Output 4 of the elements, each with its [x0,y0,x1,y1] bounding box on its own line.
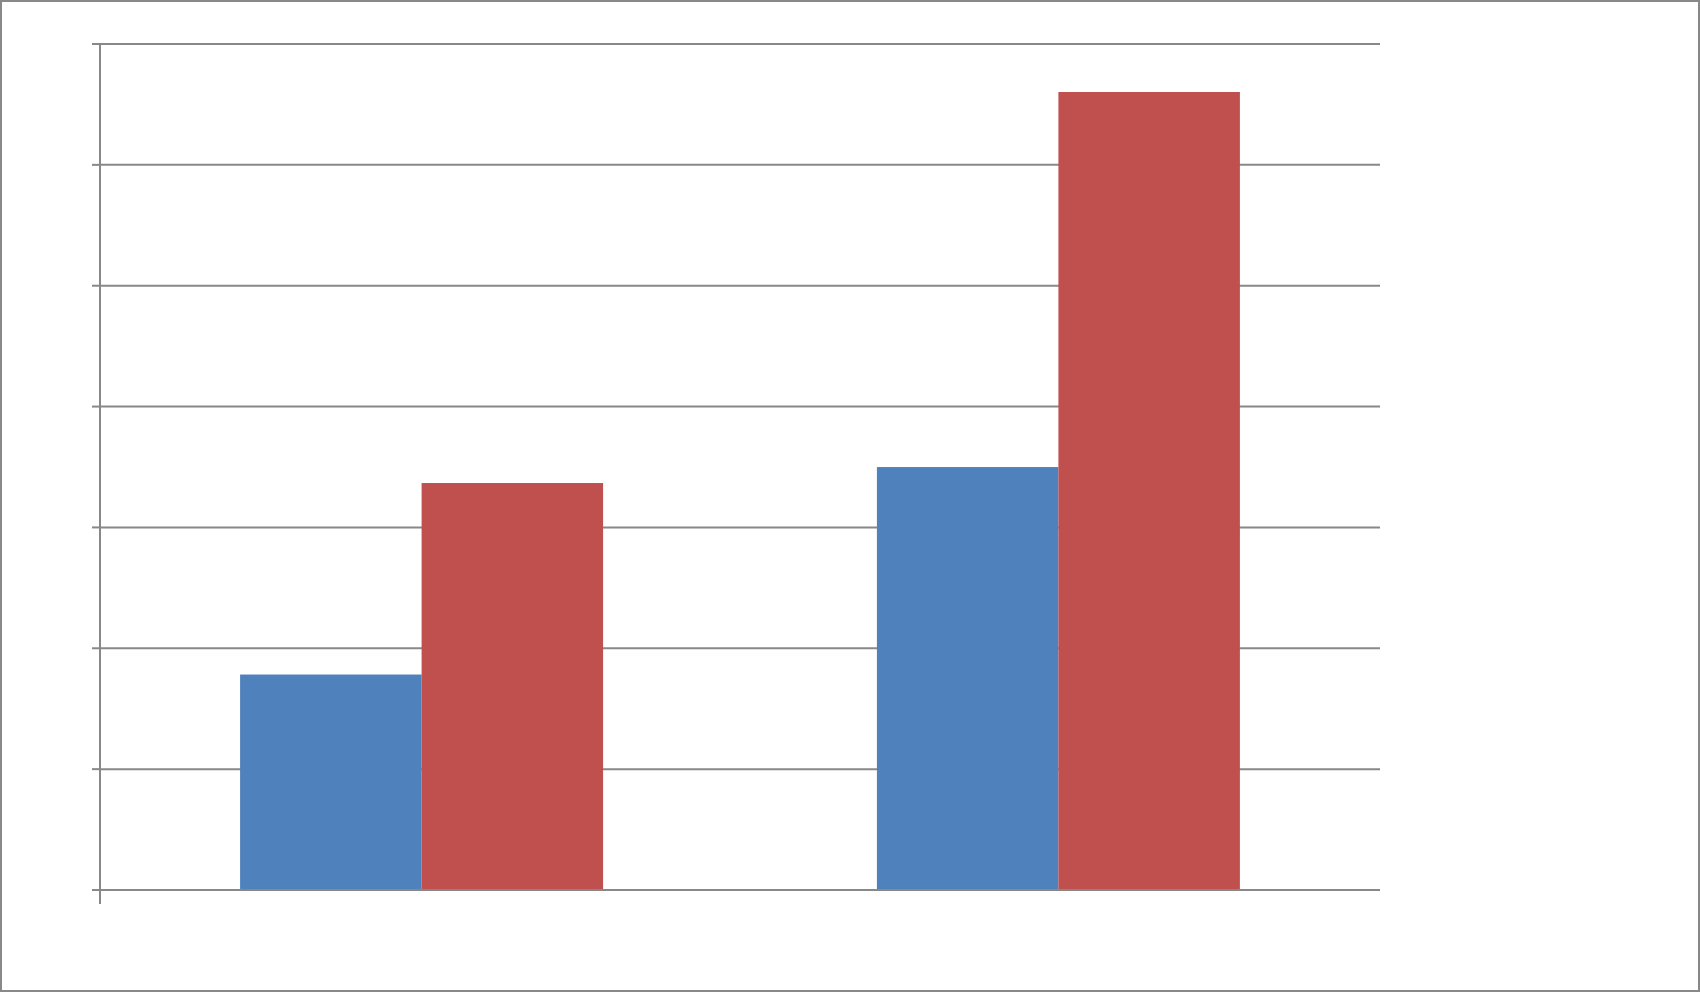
bar [421,483,604,890]
bar [240,674,422,890]
bar [876,467,1059,890]
bar [1058,92,1240,890]
